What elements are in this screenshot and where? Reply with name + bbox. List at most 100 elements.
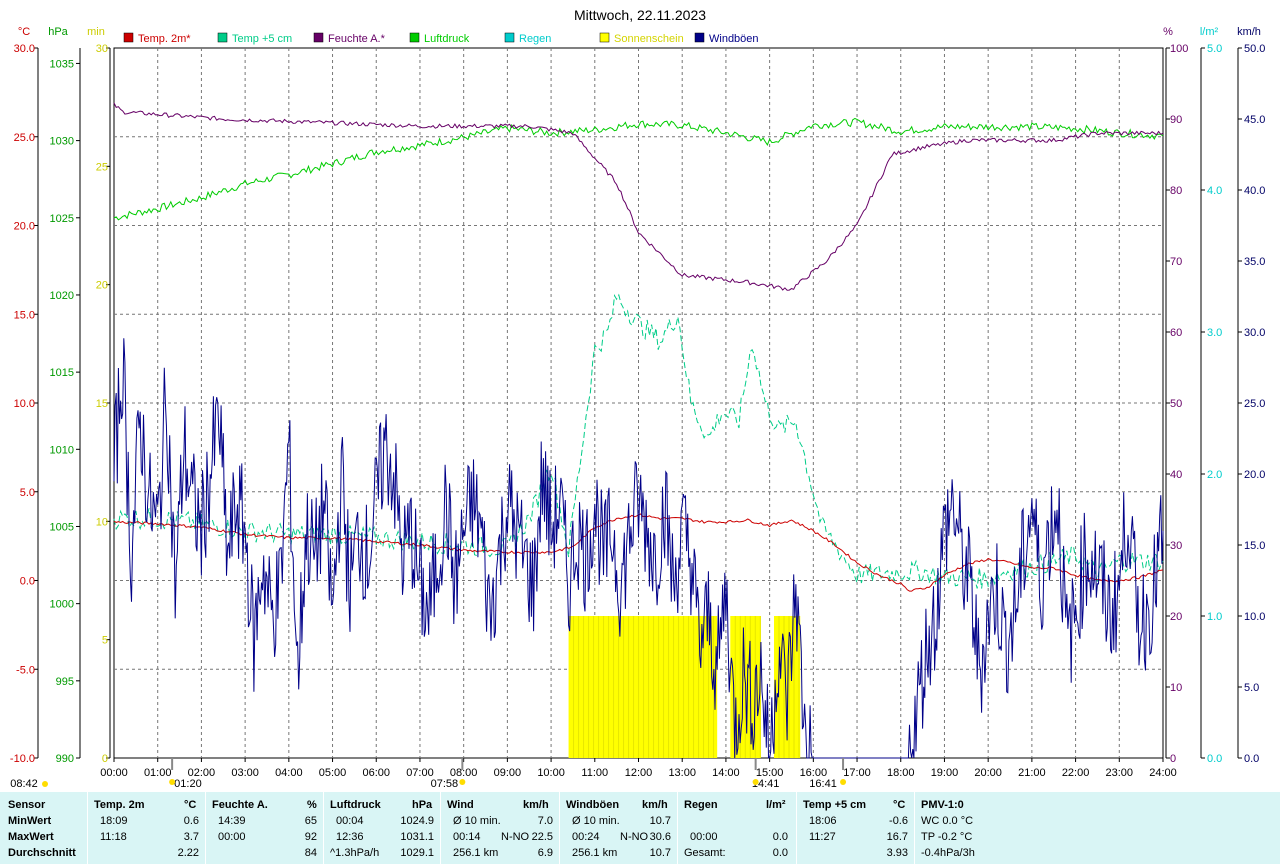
stats-wind-column: Wind km/h Ø 10 min. 7.0 00:14 N-NO 22.5 … (441, 792, 559, 864)
humidity-max-time: 00:00 (218, 831, 246, 843)
stats-header-pmv: PMV-1:0 (921, 799, 964, 811)
rain-total-value: 0.0 (772, 847, 788, 859)
axis-tick-label-wind: 45.0 (1244, 114, 1265, 126)
axis-tick-label-sun: 5 (102, 635, 108, 647)
stats-row-avg-label: Durchschnitt (8, 847, 76, 859)
axis-tick-label-pressure: 990 (56, 753, 74, 765)
x-tick-label: 10:00 (537, 767, 565, 779)
gust-avg10-value: 10.7 (649, 815, 671, 827)
pressure-min-time: 00:04 (336, 815, 364, 827)
series-line-temp-2m- (113, 513, 1164, 592)
series-line-luftdruck (113, 117, 1164, 221)
x-tick-label: 21:00 (1018, 767, 1046, 779)
x-tick-label: 18:00 (887, 767, 915, 779)
axis-unit-temp: °C (18, 26, 30, 38)
humidity-avg-value: 84 (304, 847, 317, 859)
axis-tick-label-wind: 0.0 (1244, 753, 1259, 765)
axis-tick-label-humidity: 20 (1170, 611, 1182, 623)
x-tick-label: 05:00 (319, 767, 347, 779)
legend-swatch (313, 32, 324, 43)
axis-tick-label-wind: 50.0 (1244, 43, 1265, 55)
pmv-windchill: WC 0.0 °C (921, 815, 974, 827)
series-line-feuchte-a- (113, 102, 1164, 291)
x-tick-label: 07:00 (406, 767, 434, 779)
marker-label-sunrise: 07:58 (431, 778, 459, 790)
stats-row-min-label: MinWert (8, 815, 52, 827)
axis-tick-label-temp: -10.0 (10, 753, 35, 765)
stats-temp2m-column: Temp. 2m °C 18:09 0.6 11:18 3.7 2.22 (88, 792, 205, 864)
gust-avg10-label: Ø 10 min. (572, 815, 620, 827)
axis-tick-label-humidity: 10 (1170, 682, 1182, 694)
axis-tick-label-wind: 10.0 (1244, 611, 1265, 623)
axis-tick-label-rain: 1.0 (1207, 611, 1222, 623)
pmv-pressure-trend: -0.4hPa/3h (921, 847, 975, 859)
axis-tick-label-humidity: 80 (1170, 185, 1182, 197)
axis-tick-label-humidity: 30 (1170, 540, 1182, 552)
rain-total-label: Gesamt: (684, 847, 726, 859)
axis-tick-label-rain: 4.0 (1207, 185, 1222, 197)
wind-max-value: 22.5 (531, 831, 553, 843)
series-line-temp-5-cm (113, 293, 1164, 589)
axis-tick-label-sun: 10 (96, 516, 108, 528)
wind-avg10-label: Ø 10 min. (453, 815, 501, 827)
axis-tick-label-wind: 40.0 (1244, 185, 1265, 197)
temp5cm-min-time: 18:06 (809, 815, 837, 827)
axis-tick-label-rain: 3.0 (1207, 327, 1222, 339)
x-tick-label: 08:00 (450, 767, 478, 779)
axis-tick-label-rain: 0.0 (1207, 753, 1222, 765)
rain-max-time: 00:00 (690, 831, 718, 843)
legend-label: Temp. 2m* (138, 33, 191, 45)
axis-tick-label-pressure: 1020 (50, 290, 74, 302)
stats-pressure-column: Luftdruck hPa 00:04 1024.9 12:36 1031.1 … (324, 792, 440, 864)
pressure-max-time: 12:36 (336, 831, 364, 843)
stats-humidity-column: Feuchte A. % 14:39 65 00:00 92 84 (206, 792, 323, 864)
marker-dot-moonrise (42, 781, 48, 787)
axis-tick-label-temp: 5.0 (20, 487, 35, 499)
legend-swatch (599, 32, 610, 43)
pressure-avg-value: 1029.1 (400, 847, 434, 859)
axis-tick-label-sun: 15 (96, 398, 108, 410)
x-tick-label: 20:00 (974, 767, 1002, 779)
gust-max-direction: N-NO (620, 831, 649, 843)
stats-header-pressure: Luftdruck (330, 799, 381, 811)
stats-sensor-column: Sensor MinWert MaxWert Durchschnitt (0, 792, 87, 864)
temp2m-min-value: 0.6 (183, 815, 199, 827)
gust-distance: 256.1 km (572, 847, 618, 859)
axis-tick-label-wind: 20.0 (1244, 469, 1265, 481)
stats-header-wind-unit: km/h (523, 799, 549, 811)
axis-tick-label-pressure: 1010 (50, 444, 74, 456)
axis-tick-label-wind: 30.0 (1244, 327, 1265, 339)
x-tick-label: 17:00 (843, 767, 871, 779)
legend-label: Feuchte A.* (328, 33, 386, 45)
axis-tick-label-rain: 2.0 (1207, 469, 1222, 481)
stats-header-sensor: Sensor (8, 799, 46, 811)
stats-temp5cm-column: Temp +5 cm °C 18:06 -0.6 11:27 16.7 3.93 (797, 792, 914, 864)
axis-tick-label-pressure: 1030 (50, 136, 74, 148)
stats-pmv-column: PMV-1:0 WC 0.0 °C TP -0.2 °C -0.4hPa/3h (915, 792, 1280, 864)
axis-tick-label-humidity: 0 (1170, 753, 1176, 765)
x-tick-label: 22:00 (1062, 767, 1090, 779)
axis-tick-label-pressure: 1005 (50, 521, 74, 533)
x-tick-label: 24:00 (1149, 767, 1177, 779)
axis-tick-label-sun: 25 (96, 161, 108, 173)
stats-table: Sensor MinWert MaxWert Durchschnitt Temp… (0, 792, 1280, 864)
chart-title: Mittwoch, 22.11.2023 (574, 7, 706, 23)
legend-swatch (504, 32, 515, 43)
x-tick-label: 15:00 (756, 767, 784, 779)
temp5cm-max-value: 16.7 (886, 831, 908, 843)
axis-tick-label-sun: 30 (96, 43, 108, 55)
axis-tick-label-pressure: 1000 (50, 599, 74, 611)
temp2m-avg-value: 2.22 (177, 847, 199, 859)
axis-tick-label-wind: 15.0 (1244, 540, 1265, 552)
wind-avg10-value: 7.0 (537, 815, 553, 827)
axis-tick-label-wind: 35.0 (1244, 256, 1265, 268)
x-tick-label: 09:00 (494, 767, 522, 779)
axis-tick-label-temp: 25.0 (14, 132, 35, 144)
pmv-dewpoint: TP -0.2 °C (921, 831, 973, 843)
axis-unit-pressure: hPa (48, 26, 68, 38)
legend-label: Sonnenschein (614, 33, 684, 45)
humidity-max-value: 92 (304, 831, 317, 843)
marker-dot-sunset (840, 779, 847, 785)
humidity-min-time: 14:39 (218, 815, 246, 827)
axis-tick-label-humidity: 90 (1170, 114, 1182, 126)
